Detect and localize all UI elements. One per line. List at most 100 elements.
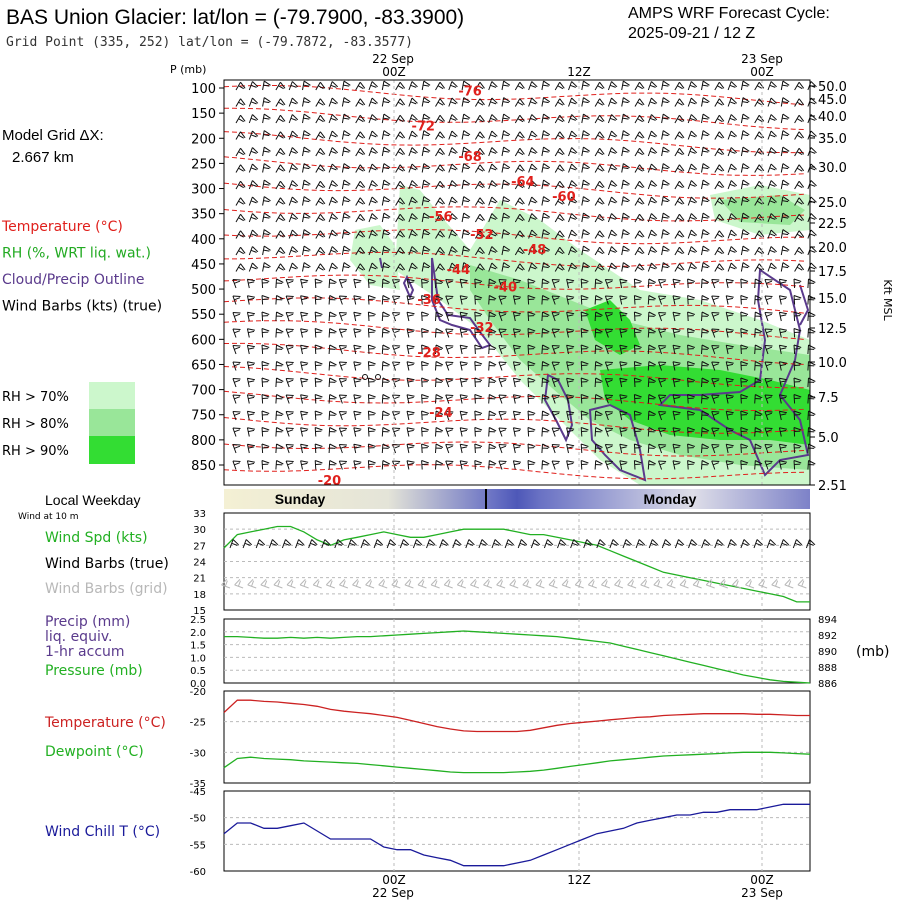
surface-wind-barb [583, 539, 593, 549]
wind-barb [395, 98, 406, 107]
wind-barb [687, 163, 698, 173]
pressure-tick-label: 100 [191, 82, 216, 97]
wind-barb [701, 262, 710, 272]
surface-wind-barb [373, 539, 384, 549]
wind-barb [315, 131, 326, 140]
wind-barb [647, 311, 656, 322]
wind-barb [658, 361, 667, 371]
wind-barb [701, 427, 710, 437]
wind-barb [302, 80, 311, 91]
wind-barb [740, 245, 750, 256]
height-tick-label: 12.5 [818, 322, 847, 337]
wind-barb [435, 164, 445, 173]
wind-barb [488, 377, 497, 388]
wind-chill-series-label: Wind Chill T (°C) [45, 824, 160, 840]
wind-barb [353, 443, 362, 454]
rh70-label: RH > 70% [2, 390, 69, 405]
wind-barb [647, 196, 658, 206]
wind-barb [395, 114, 406, 124]
wind-chill-panel: -45 -50 -55 -60 Wind Chill T (°C) [45, 787, 811, 878]
wind-barb [778, 410, 787, 421]
wind-barb [248, 81, 259, 91]
wind-barb [367, 443, 376, 454]
wind-barb [793, 410, 802, 421]
surface-wind-barb [779, 539, 790, 549]
wind-barb [541, 179, 551, 190]
wind-barb [445, 345, 454, 355]
wind-barb [501, 262, 511, 272]
model-grid-label: Model Grid ΔX: [2, 127, 104, 144]
wind-barb [408, 246, 418, 256]
wind-barb [488, 213, 498, 223]
wind-barb [725, 361, 734, 371]
grid-wind-barb [574, 579, 584, 589]
pressure-tick-label: 350 [191, 208, 216, 223]
wind-barb [474, 311, 483, 322]
wind-barb [619, 377, 628, 388]
wind-barb [512, 295, 521, 305]
wind-barb [501, 113, 511, 124]
cloud-dots [362, 374, 381, 380]
wind-barb [459, 295, 468, 305]
wind-barb [594, 328, 603, 338]
wind-barb [778, 443, 787, 454]
wind-barb [501, 245, 511, 256]
wind-barb [740, 460, 749, 470]
wind-barb [368, 246, 378, 256]
wind-barb [687, 97, 698, 107]
wind-barb [288, 114, 299, 124]
surface-wind-barb [229, 539, 239, 549]
wind-barb [674, 81, 685, 91]
wind-barb [658, 444, 667, 454]
wind-barb [541, 361, 550, 371]
height-tick-label: 7.5 [818, 391, 839, 406]
temperature-contour-label: -36 [417, 293, 441, 308]
grid-wind-barb [548, 579, 558, 589]
wind-barb [302, 130, 311, 140]
wind-barb [381, 377, 390, 388]
wind-barb [381, 460, 390, 470]
wind-barb [701, 344, 710, 355]
wind-barb [275, 246, 286, 256]
wind-barb [448, 163, 458, 173]
wind-barb [406, 443, 415, 454]
wind-barb [604, 312, 613, 322]
wind-barb [647, 130, 658, 140]
wind-barb [767, 163, 777, 173]
wind-barb [566, 427, 575, 437]
grid-wind-barb [732, 579, 742, 589]
wind-barb [235, 147, 246, 157]
wind-barb [435, 328, 444, 338]
temperature-contour-label: -20 [318, 474, 342, 489]
wind-barb [714, 114, 725, 124]
wind-barb [527, 311, 536, 322]
wind-barb [435, 361, 444, 371]
wind-barb [672, 410, 681, 421]
wind-barb [248, 229, 259, 239]
wind-barb [711, 378, 720, 388]
wind-barb [314, 377, 323, 388]
wind-barb [445, 460, 454, 470]
wind-barb [232, 394, 241, 404]
wind-barb [594, 263, 605, 272]
wind-barb [619, 361, 628, 371]
wind-barb [541, 344, 550, 355]
wind-barb [328, 443, 337, 454]
wind-barb [445, 295, 454, 305]
grid-wind-barb [443, 579, 453, 589]
day-monday: Monday [644, 491, 697, 507]
wind-barb [647, 180, 658, 190]
wind-barb [435, 377, 444, 388]
wind-barb [764, 394, 773, 404]
panel-tick-label: -25 [190, 718, 206, 729]
liq-equiv-label: liq. equiv. [45, 629, 112, 645]
wind-barb [248, 114, 259, 124]
wind-barb [314, 278, 323, 289]
wind-barb [353, 427, 362, 437]
temperature-contour-label: -32 [470, 321, 494, 336]
wind-barb [701, 460, 710, 470]
wind-barb [764, 411, 773, 421]
wind-barb [634, 180, 645, 190]
grid-wind-barb [430, 579, 440, 589]
wind-barb [288, 196, 299, 206]
